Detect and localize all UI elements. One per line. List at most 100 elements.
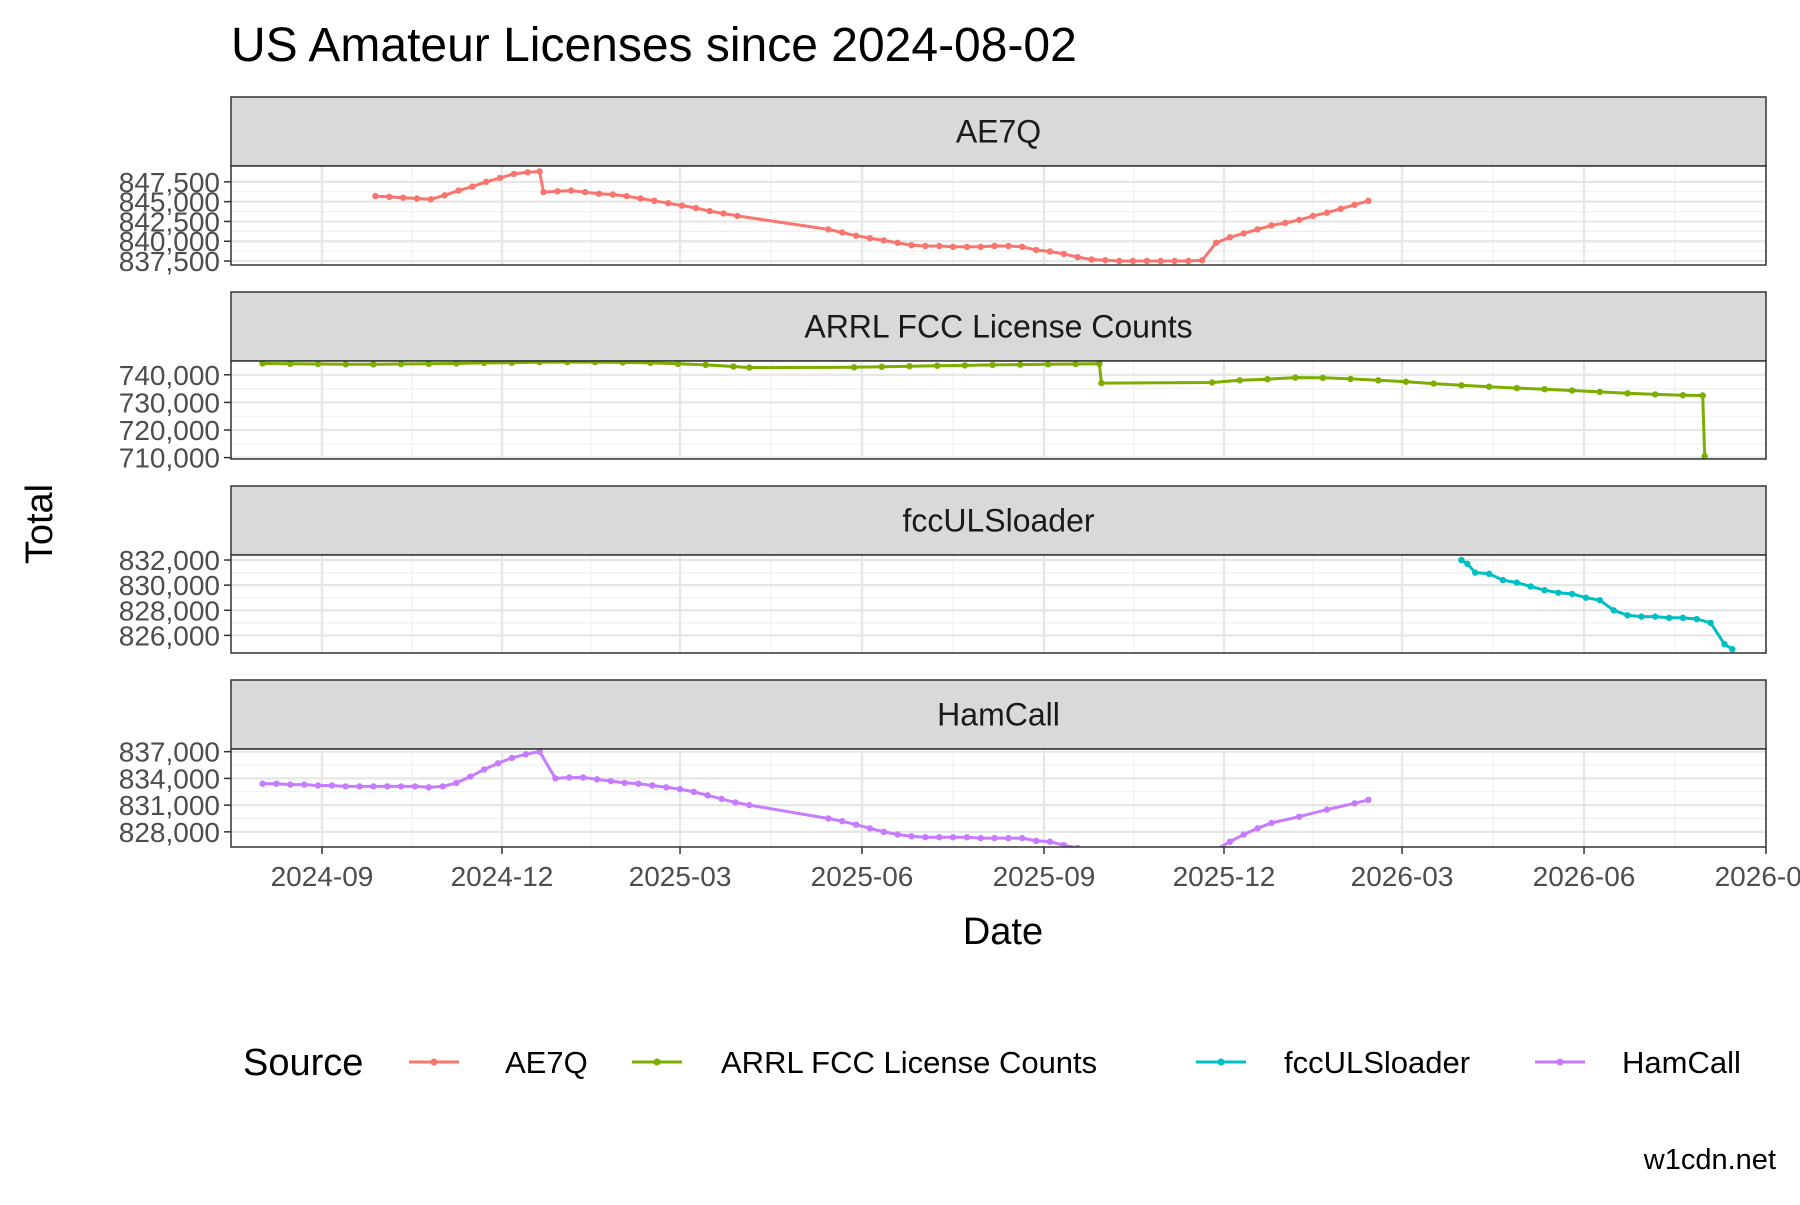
data-point-ae7q <box>524 169 531 176</box>
data-point-hamcall <box>522 751 529 758</box>
data-point-hamcall <box>566 774 573 781</box>
data-point-ae7q <box>665 200 672 207</box>
data-point-arrl-fcc-license-counts <box>1652 391 1659 398</box>
data-point-arrl-fcc-license-counts <box>1072 361 1079 368</box>
data-point-ae7q <box>372 192 379 200</box>
data-point-ae7q <box>1116 257 1123 265</box>
data-point-arrl-fcc-license-counts <box>1596 388 1604 396</box>
data-point-arrl-fcc-license-counts <box>1319 374 1327 381</box>
data-point-fcculsloader <box>1485 570 1493 577</box>
data-point-fcculsloader <box>1638 613 1645 620</box>
data-point-arrl-fcc-license-counts <box>481 361 488 367</box>
data-point-arrl-fcc-license-counts <box>1485 383 1493 390</box>
data-point-arrl-fcc-license-counts <box>1098 379 1105 387</box>
data-point-ae7q <box>1240 230 1248 237</box>
data-point-hamcall <box>894 831 901 838</box>
data-point-hamcall <box>1254 825 1261 832</box>
data-point-ae7q <box>1296 216 1303 224</box>
data-point-hamcall <box>1046 838 1054 845</box>
legend-item-hamcall: HamCall <box>1535 1045 1741 1080</box>
data-point-ae7q <box>949 243 957 250</box>
data-point-ae7q <box>977 243 984 250</box>
data-point-ae7q <box>568 187 575 194</box>
data-point-arrl-fcc-license-counts <box>1208 379 1216 386</box>
data-point-hamcall <box>508 754 516 762</box>
data-point-ae7q <box>1309 212 1317 220</box>
data-point-arrl-fcc-license-counts <box>1096 361 1103 367</box>
data-point-hamcall <box>1296 813 1303 820</box>
facet-strip-label-arrl-fcc-license-counts: ARRL FCC License Counts <box>804 309 1192 345</box>
data-point-hamcall <box>1240 831 1248 838</box>
data-point-ae7q <box>1365 197 1372 204</box>
data-point-fcculsloader <box>1707 619 1714 626</box>
caption: w1cdn.net <box>1643 1144 1776 1176</box>
y-tick-label-arrl-fcc-license-counts: 720,000 <box>119 415 220 446</box>
data-point-ae7q <box>651 197 658 204</box>
data-point-ae7q <box>720 210 727 217</box>
facet-strip-ae7q <box>230 96 1767 167</box>
series-line-fcculsloader <box>1460 558 1734 651</box>
data-point-hamcall <box>908 833 915 840</box>
data-point-hamcall <box>481 766 488 773</box>
data-point-fcculsloader <box>1582 594 1590 601</box>
data-point-arrl-fcc-license-counts <box>453 361 460 367</box>
data-point-hamcall <box>384 783 391 790</box>
legend-item-fcculsloader: fccULSloader <box>1196 1045 1470 1080</box>
data-point-fcculsloader <box>1464 560 1471 567</box>
data-point-hamcall <box>411 783 419 790</box>
data-point-ae7q <box>413 195 421 202</box>
data-point-arrl-fcc-license-counts <box>906 363 913 370</box>
data-point-fcculsloader <box>1596 597 1604 604</box>
facet-strip-label-ae7q: AE7Q <box>956 114 1041 150</box>
data-point-arrl-fcc-license-counts <box>850 364 858 371</box>
data-point-fcculsloader <box>1729 646 1736 653</box>
data-point-hamcall <box>259 780 266 787</box>
data-point-arrl-fcc-license-counts <box>674 361 682 367</box>
data-point-arrl-fcc-license-counts <box>259 361 266 367</box>
series-hamcall <box>259 749 1372 847</box>
y-tick-label-hamcall: 828,000 <box>119 817 220 848</box>
data-point-fcculsloader <box>1610 607 1617 614</box>
data-point-hamcall <box>301 781 308 788</box>
y-tick-label-arrl-fcc-license-counts: 740,000 <box>119 360 220 391</box>
data-point-arrl-fcc-license-counts <box>1568 387 1576 394</box>
data-point-hamcall <box>718 795 725 803</box>
data-point-hamcall <box>425 784 432 791</box>
data-point-hamcall <box>356 783 363 790</box>
panel-background-fcculsloader <box>231 555 1766 653</box>
data-point-ae7q <box>386 193 393 201</box>
data-point-arrl-fcc-license-counts <box>1044 361 1052 368</box>
data-point-arrl-fcc-license-counts <box>619 361 626 366</box>
data-point-arrl-fcc-license-counts <box>1292 374 1299 381</box>
data-point-arrl-fcc-license-counts <box>702 361 709 369</box>
data-point-hamcall <box>1019 834 1026 842</box>
panel-grid-hamcall <box>231 749 1766 847</box>
data-point-hamcall <box>746 801 753 809</box>
data-point-hamcall <box>852 821 860 828</box>
x-tick-label: 2025-06 <box>811 861 914 892</box>
data-point-fcculsloader <box>1568 590 1576 598</box>
data-point-ae7q <box>825 226 832 233</box>
data-point-hamcall <box>552 775 559 782</box>
data-point-fcculsloader <box>1541 587 1548 594</box>
data-point-arrl-fcc-license-counts <box>1541 386 1548 393</box>
panel-background-arrl-fcc-license-counts <box>231 361 1766 459</box>
data-point-hamcall <box>607 777 614 785</box>
facet-arrl-fcc-license-counts: ARRL FCC License Counts 710,000720,000730… <box>119 291 1767 474</box>
legend-key-point-ae7q <box>430 1058 438 1066</box>
legend-title: Source <box>243 1042 363 1084</box>
data-point-fcculsloader <box>1555 589 1562 596</box>
data-point-hamcall <box>1032 837 1040 844</box>
data-point-hamcall <box>287 781 294 788</box>
data-point-ae7q <box>510 170 518 178</box>
data-point-arrl-fcc-license-counts <box>1264 376 1271 383</box>
legend-key-point-arrl-fcc-license-counts <box>653 1058 661 1066</box>
x-tick-label: 2026-03 <box>1351 861 1454 892</box>
data-point-arrl-fcc-license-counts <box>508 361 516 366</box>
data-point-hamcall <box>663 784 670 791</box>
data-point-ae7q <box>1171 257 1178 265</box>
x-tick-label: 2025-09 <box>993 861 1096 892</box>
